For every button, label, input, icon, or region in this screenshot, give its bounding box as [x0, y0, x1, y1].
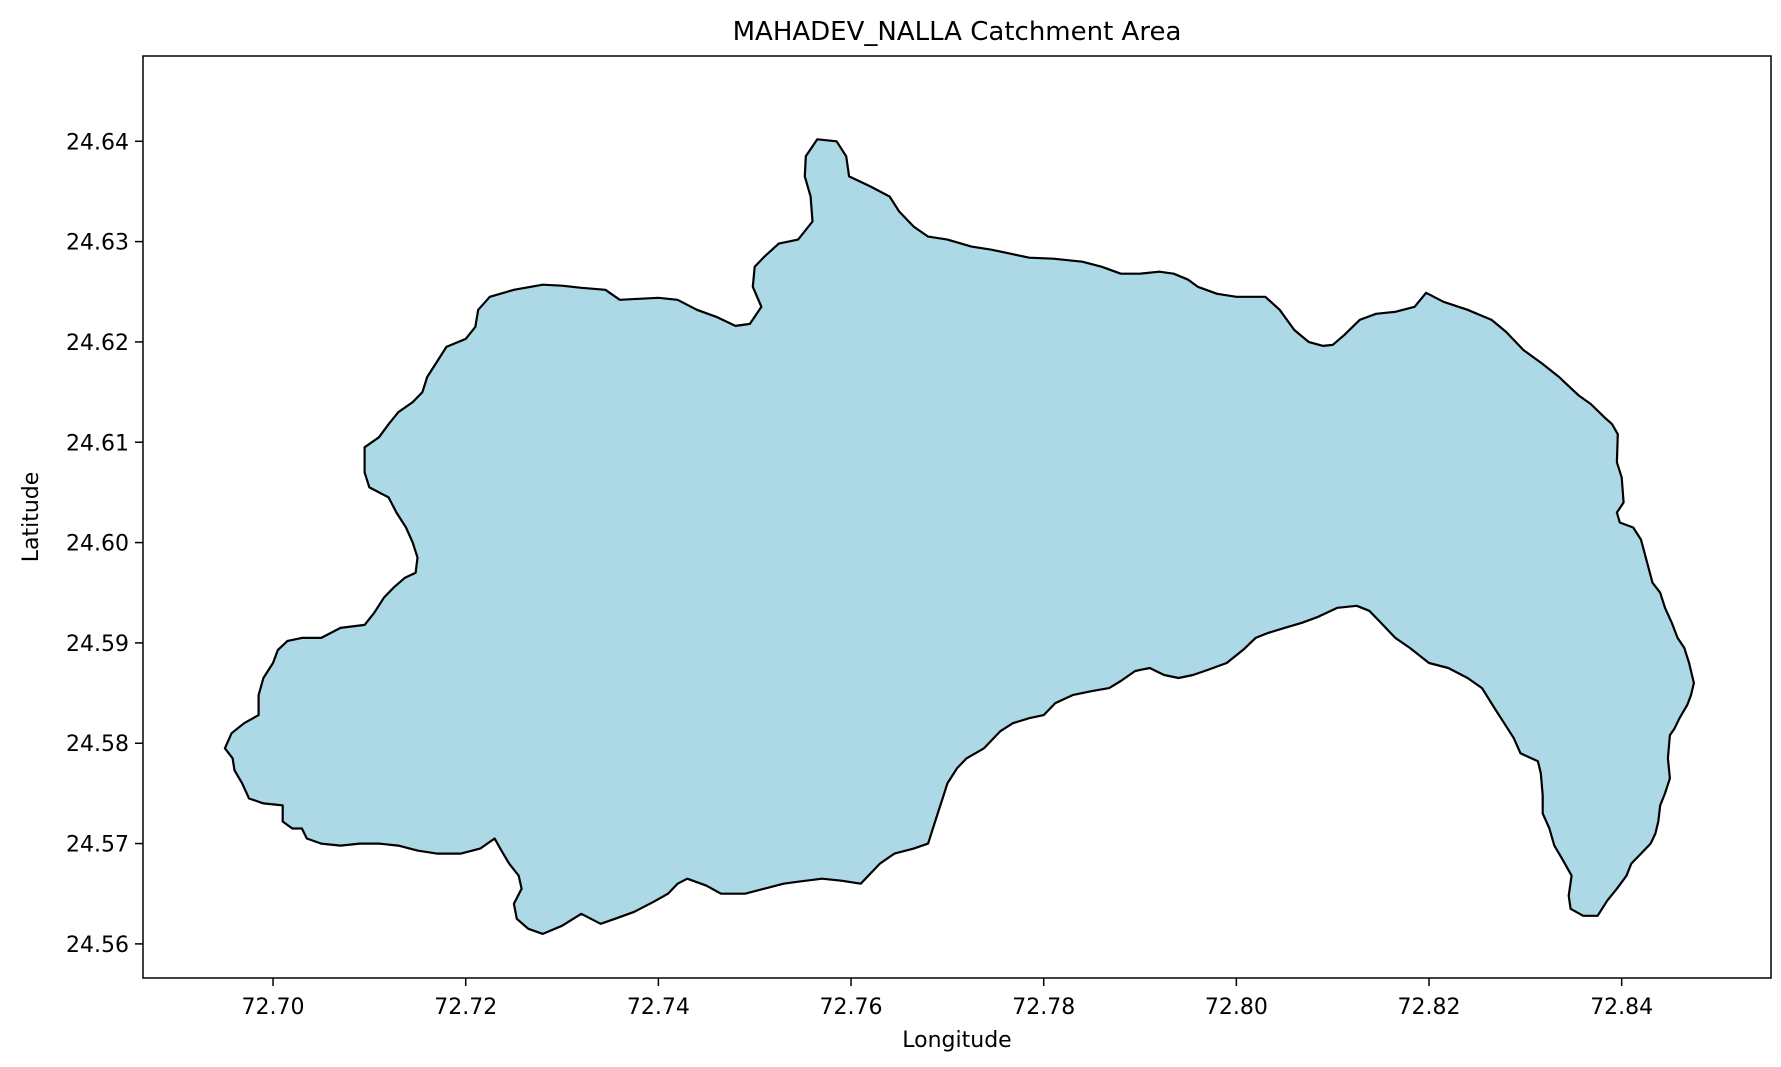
- x-tick-label: 72.84: [1590, 995, 1653, 1020]
- y-tick-label: 24.60: [66, 532, 129, 557]
- map-title: MAHADEV_NALLA Catchment Area: [733, 17, 1182, 47]
- x-tick-label: 72.72: [434, 995, 497, 1020]
- y-axis-ticks: 24.56 24.57 24.58 24.59 24.60 24.61 24.62 24.63…: [66, 130, 143, 958]
- x-tick-label: 72.74: [627, 995, 690, 1020]
- x-tick-label: 72.76: [820, 995, 883, 1020]
- x-tick-label: 72.82: [1398, 995, 1461, 1020]
- y-tick-label: 24.58: [66, 732, 129, 757]
- catchment-area-polygon: [223, 138, 1695, 935]
- y-tick-label: 24.56: [66, 933, 129, 958]
- x-tick-label: 72.78: [1012, 995, 1075, 1020]
- x-axis-ticks: 72.70 72.72 72.74 72.76 72.78 72.80 72.82 72.84: [242, 978, 1653, 1020]
- x-tick-label: 72.70: [242, 995, 305, 1020]
- y-axis-label: Latitude: [19, 472, 44, 563]
- x-axis-label: Longitude: [902, 1028, 1011, 1053]
- y-tick-label: 24.64: [66, 130, 129, 155]
- y-tick-label: 24.61: [66, 431, 129, 456]
- y-tick-label: 24.63: [66, 231, 129, 256]
- y-tick-label: 24.62: [66, 331, 129, 356]
- y-tick-label: 24.57: [66, 833, 129, 858]
- plot-frame: [142, 55, 1772, 979]
- y-tick-label: 24.59: [66, 632, 129, 657]
- x-tick-label: 72.80: [1205, 995, 1268, 1020]
